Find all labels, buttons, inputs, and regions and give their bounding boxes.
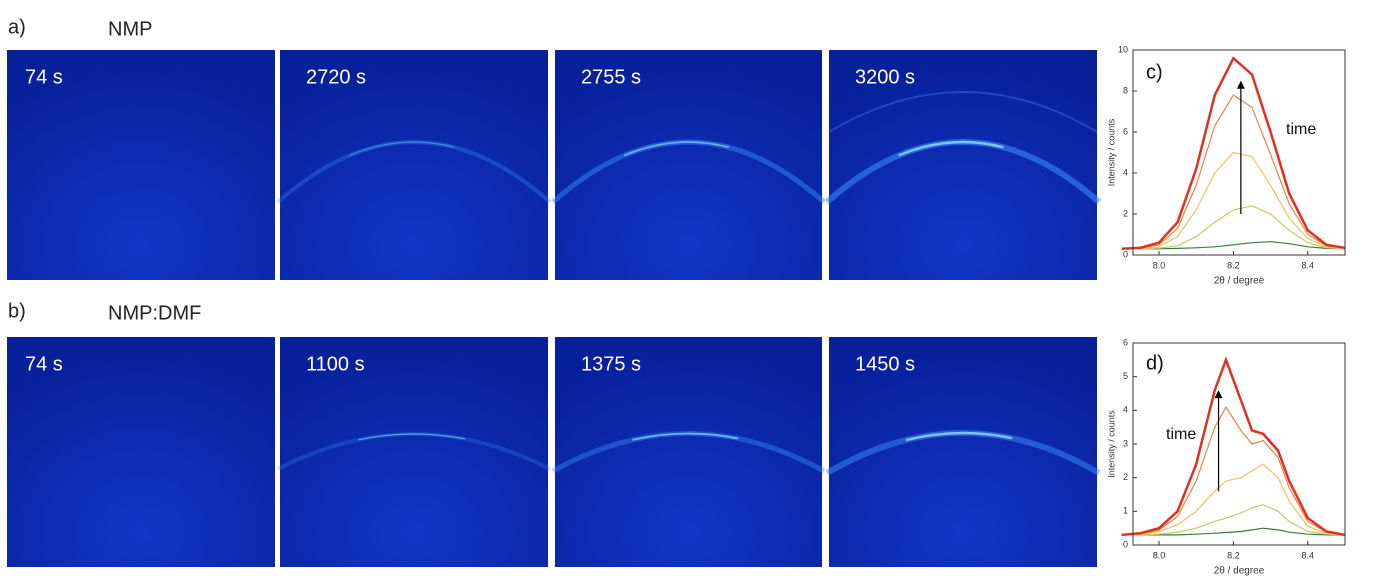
- x-tick-label: 8.0: [1153, 550, 1166, 560]
- y-tick-label: 4: [1123, 167, 1128, 177]
- data-line: [1122, 58, 1345, 249]
- y-tick-label: 8: [1123, 85, 1128, 95]
- x-axis-title: 2θ / degree: [1214, 566, 1265, 577]
- time-label: 3200 s: [855, 66, 915, 88]
- y-tick-label: 4: [1123, 405, 1128, 415]
- annotation: time: [1166, 426, 1196, 443]
- panel-title: NMP:DMF: [108, 302, 201, 324]
- plot-frame: [1133, 50, 1345, 255]
- y-tick-label: 1: [1123, 506, 1128, 516]
- x-tick-label: 8.0: [1153, 260, 1166, 270]
- y-axis-title: Intensity / counts: [1106, 410, 1116, 478]
- x-axis-title: 2θ / degree: [1214, 276, 1265, 287]
- panel-title: NMP: [108, 18, 152, 40]
- arrow-head: [1237, 81, 1245, 89]
- x-tick-label: 8.2: [1227, 550, 1240, 560]
- panel-label: d): [1146, 352, 1164, 374]
- y-tick-label: 10: [1118, 44, 1128, 54]
- y-tick-label: 0: [1123, 539, 1128, 549]
- y-tick-label: 6: [1123, 337, 1128, 347]
- data-line: [1122, 464, 1345, 535]
- y-tick-label: 3: [1123, 438, 1128, 448]
- y-tick-label: 0: [1123, 249, 1128, 259]
- y-tick-label: 6: [1123, 126, 1128, 136]
- data-line: [1122, 206, 1345, 249]
- annotation: time: [1286, 121, 1316, 138]
- time-label: 2755 s: [581, 66, 641, 88]
- time-label: 2720 s: [306, 66, 366, 88]
- figure: a) NMP 74 s 2720 s 2755 s 3200 s b) NMP:DMF 74 s…: [0, 0, 1374, 582]
- data-line: [1122, 95, 1345, 249]
- panel-label: c): [1146, 61, 1163, 83]
- time-label: 1100 s: [306, 353, 365, 375]
- y-tick-label: 5: [1123, 371, 1128, 381]
- plot-frame: [1133, 343, 1345, 545]
- y-tick-label: 2: [1123, 208, 1128, 218]
- y-axis-title: Intensity / counts: [1106, 118, 1116, 186]
- data-line: [1122, 360, 1345, 535]
- time-label: 74 s: [25, 66, 63, 88]
- time-label: 74 s: [25, 353, 63, 375]
- time-label: 1450 s: [855, 353, 915, 375]
- x-tick-label: 8.2: [1227, 260, 1240, 270]
- panel-label: a): [8, 16, 26, 38]
- x-tick-label: 8.4: [1302, 260, 1315, 270]
- y-tick-label: 2: [1123, 472, 1128, 482]
- panel-label: b): [8, 300, 26, 322]
- time-label: 1375 s: [581, 353, 641, 375]
- x-tick-label: 8.4: [1302, 550, 1315, 560]
